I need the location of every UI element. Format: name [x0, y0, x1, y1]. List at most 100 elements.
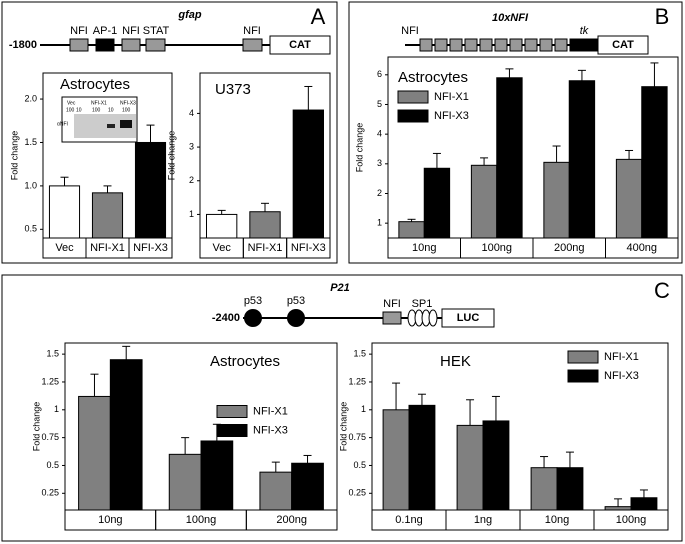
bar — [249, 211, 281, 239]
y-axis-label: Fold change — [31, 402, 41, 452]
promoter-start: -2400 — [212, 312, 240, 324]
y-tick-label: 6 — [377, 69, 382, 79]
element — [121, 38, 141, 52]
bar — [604, 506, 632, 511]
bar — [91, 192, 124, 239]
element-label: NFI — [401, 25, 419, 37]
panel-c-frame — [1, 274, 683, 542]
legend-swatch — [397, 109, 429, 123]
bar — [382, 409, 410, 511]
x-tick-label: 10ng — [412, 242, 436, 254]
x-tick-label: 100ng — [481, 242, 512, 254]
x-tick-label: 10ng — [545, 514, 569, 526]
y-tick-label: 1.5 — [46, 349, 59, 359]
panel-letter: C — [654, 278, 670, 303]
y-axis-label: Fold change — [166, 131, 176, 181]
legend-swatch — [216, 405, 248, 418]
element-label: p53 — [287, 295, 305, 307]
element-label: LUC — [457, 312, 480, 324]
y-tick-label: 1 — [189, 209, 194, 219]
bar — [259, 471, 293, 511]
y-tick-label: 0.5 — [24, 224, 37, 234]
y-tick-label: 0.25 — [348, 488, 366, 498]
element-label: CAT — [612, 39, 634, 51]
reporter — [269, 35, 331, 55]
bar — [168, 453, 202, 511]
y-tick-label: 0.5 — [46, 460, 59, 470]
panel-b-frame — [348, 1, 683, 264]
chart-title: Astrocytes — [210, 353, 280, 370]
y-tick-label: 4 — [189, 108, 194, 118]
x-tick-label: NFI-X1 — [248, 242, 283, 254]
element-label: AP-1 — [93, 25, 117, 37]
element-label: NFI — [243, 25, 261, 37]
element-label: NFI — [122, 25, 140, 37]
bar — [630, 497, 658, 511]
element — [539, 38, 553, 52]
element — [428, 309, 438, 327]
y-tick-label: 1 — [361, 404, 366, 414]
bar — [48, 185, 81, 239]
panel-letter: A — [311, 4, 326, 29]
element-label: STAT — [143, 25, 170, 37]
y-tick-label: 1 — [54, 404, 59, 414]
element — [95, 38, 115, 52]
y-tick-label: 1 — [377, 218, 382, 228]
panel-a-frame — [1, 1, 338, 264]
bar — [423, 167, 451, 239]
bar — [206, 213, 238, 239]
element — [569, 38, 599, 52]
band — [120, 120, 132, 128]
bar — [78, 395, 111, 511]
y-tick-label: 2.0 — [24, 93, 37, 103]
element — [434, 38, 448, 52]
y-tick-label: 4 — [377, 129, 382, 139]
gene-name: 10xNFI — [492, 12, 529, 24]
bar — [292, 109, 324, 239]
lane-amount: 10 — [76, 107, 82, 113]
bar — [568, 80, 596, 239]
element — [554, 38, 568, 52]
bar — [641, 86, 668, 239]
legend-label: NFI-X1 — [434, 91, 469, 103]
y-tick-label: 0.75 — [41, 432, 59, 442]
bar — [482, 420, 510, 511]
y-tick-label: 3 — [189, 141, 194, 151]
x-tick-label: 200ng — [276, 514, 307, 526]
legend-label: NFI-X3 — [253, 424, 288, 436]
y-tick-label: 0.75 — [348, 432, 366, 442]
element-label: tk — [580, 25, 589, 37]
promoter-start: -1800 — [9, 39, 37, 51]
y-tick-label: 2 — [377, 188, 382, 198]
reporter — [441, 308, 495, 328]
x-tick-label: Vec — [55, 242, 74, 254]
legend-label: NFI-X1 — [604, 351, 639, 363]
x-tick-label: NFI-X3 — [133, 242, 168, 254]
bar — [398, 221, 425, 239]
legend-label: NFI-X3 — [604, 370, 639, 382]
legend-swatch — [397, 90, 429, 104]
y-axis-label: Fold change — [338, 402, 348, 452]
bar — [109, 359, 143, 511]
bar — [134, 141, 167, 239]
element — [69, 38, 89, 52]
gene-name: gfap — [177, 9, 202, 21]
sp1-sites — [407, 309, 438, 327]
x-tick-label: 1ng — [474, 514, 492, 526]
bar — [543, 161, 570, 239]
element-label: p53 — [244, 295, 262, 307]
element-label: SP1 — [412, 298, 433, 310]
bar — [291, 462, 324, 511]
lane-label: NFI-X3 — [120, 100, 136, 106]
y-tick-label: 1.5 — [24, 137, 37, 147]
x-tick-label: NFI-X1 — [90, 242, 125, 254]
lane-amount: 10 — [108, 107, 114, 113]
y-tick-label: 0.25 — [41, 488, 59, 498]
element — [509, 38, 523, 52]
element — [494, 38, 508, 52]
antibody-label: αNFI — [57, 121, 68, 127]
lane-amount: 100 — [92, 107, 101, 113]
y-axis-label: Fold change — [354, 123, 364, 173]
x-tick-label: 0.1ng — [395, 514, 423, 526]
